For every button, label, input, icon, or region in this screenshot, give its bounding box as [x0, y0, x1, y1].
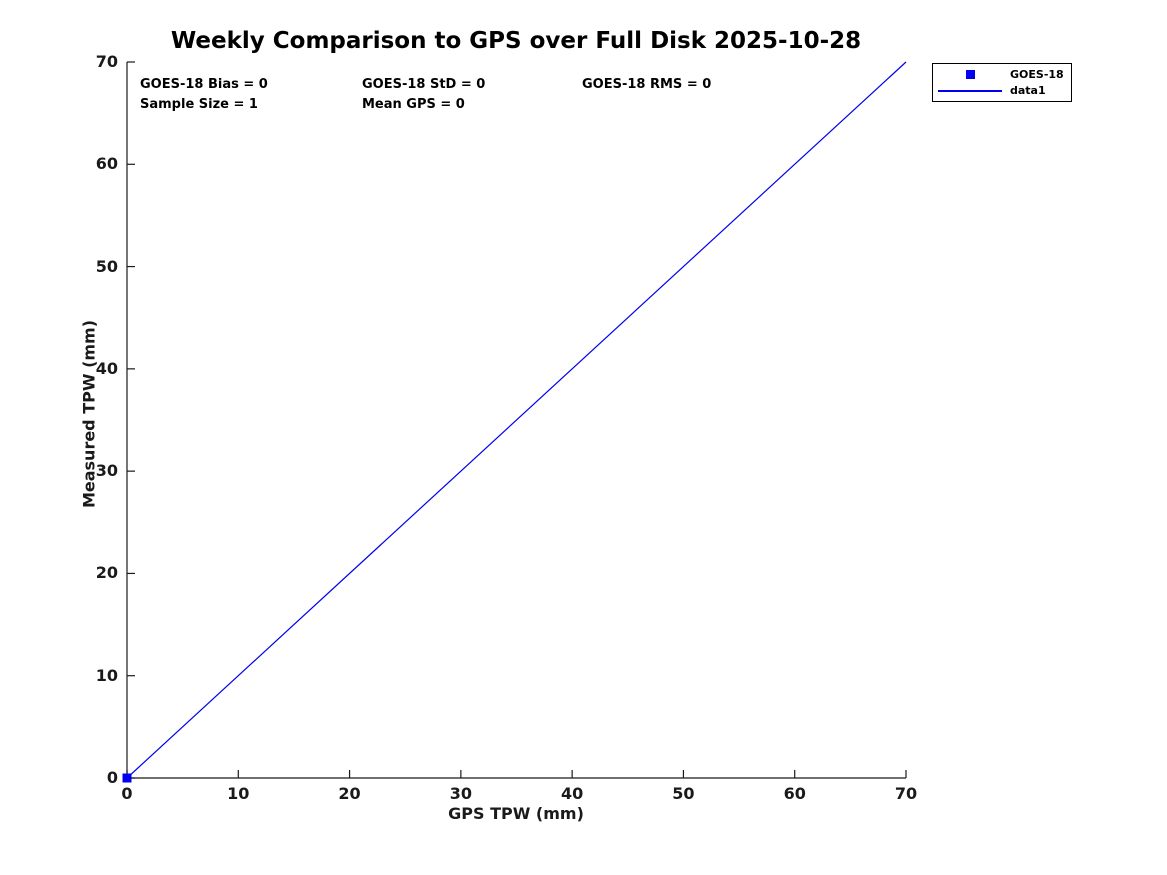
legend-entry-data1: data1 [933, 84, 1071, 98]
x-tick-label: 20 [338, 784, 361, 803]
x-tick-label: 60 [783, 784, 806, 803]
legend-label-data1: data1 [1010, 84, 1046, 97]
annotation-bias: GOES-18 Bias = 0 [140, 77, 268, 92]
y-tick-label: 30 [95, 461, 118, 481]
annotation-mean-gps: Mean GPS = 0 [362, 97, 465, 112]
annotation-rms: GOES-18 RMS = 0 [582, 77, 712, 92]
legend-swatch-area [933, 89, 1007, 92]
legend-label-goes18: GOES-18 [1010, 68, 1064, 81]
square-marker-icon [965, 70, 975, 79]
x-axis-label: GPS TPW (mm) [448, 804, 584, 823]
line-sample-icon [938, 89, 1002, 92]
annotation-std: GOES-18 StD = 0 [362, 77, 486, 92]
y-tick-label: 70 [95, 52, 118, 71]
legend-entry-goes18: GOES-18 [933, 68, 1071, 82]
x-tick-label: 0 [121, 784, 133, 803]
legend-box: GOES-18 data1 [932, 63, 1072, 102]
y-tick-label: 10 [95, 665, 118, 685]
GOES-18-marker [122, 773, 132, 783]
x-tick-label: 70 [894, 784, 918, 803]
y-tick-label: 40 [95, 358, 118, 378]
data1-line [126, 61, 907, 779]
annotation-sample-size: Sample Size = 1 [140, 97, 258, 112]
x-tick-label: 30 [449, 784, 472, 803]
legend-swatch-area [933, 70, 1007, 79]
chart-title: Weekly Comparison to GPS over Full Disk … [170, 28, 862, 54]
x-tick-label: 10 [227, 784, 250, 803]
y-tick-label: 50 [95, 256, 118, 276]
y-tick-label: 20 [95, 563, 118, 583]
y-tick-label: 60 [95, 154, 118, 174]
x-tick-label: 50 [672, 784, 695, 803]
x-tick-label: 40 [561, 784, 584, 803]
y-tick-label: 0 [106, 768, 118, 787]
